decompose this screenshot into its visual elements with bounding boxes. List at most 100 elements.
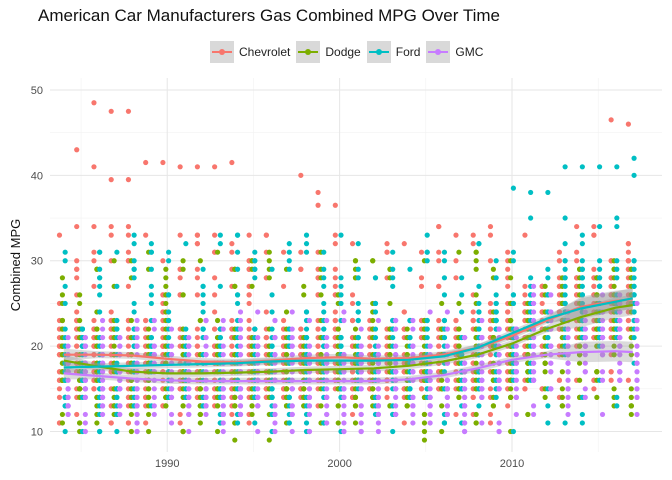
data-point bbox=[418, 275, 425, 281]
data-point bbox=[65, 334, 71, 341]
data-point bbox=[321, 309, 327, 315]
data-point bbox=[479, 420, 485, 426]
data-point bbox=[444, 377, 450, 383]
data-point bbox=[318, 292, 324, 298]
data-point bbox=[628, 352, 634, 358]
data-point bbox=[545, 420, 551, 426]
data-point bbox=[237, 352, 244, 358]
data-point bbox=[599, 369, 606, 375]
data-point bbox=[166, 334, 172, 341]
data-point bbox=[99, 411, 106, 418]
data-point bbox=[151, 352, 157, 358]
data-point bbox=[384, 386, 390, 392]
data-point bbox=[177, 232, 183, 238]
data-point bbox=[134, 403, 140, 409]
data-point bbox=[315, 202, 321, 208]
data-point bbox=[212, 275, 218, 281]
data-point bbox=[375, 420, 382, 426]
data-point bbox=[286, 241, 292, 247]
data-point bbox=[59, 317, 66, 324]
data-point bbox=[148, 300, 154, 307]
data-point bbox=[576, 360, 583, 366]
data-point bbox=[513, 360, 519, 366]
data-point bbox=[166, 309, 172, 315]
data-point bbox=[556, 309, 563, 315]
data-point bbox=[393, 360, 399, 366]
data-point bbox=[410, 352, 416, 358]
data-point bbox=[617, 292, 623, 298]
data-point bbox=[456, 343, 462, 349]
data-point bbox=[608, 377, 614, 383]
data-point bbox=[229, 343, 235, 349]
data-point bbox=[579, 241, 585, 247]
data-point bbox=[548, 343, 554, 349]
data-point bbox=[62, 283, 68, 289]
data-point bbox=[59, 420, 66, 426]
data-point bbox=[401, 420, 407, 426]
data-point bbox=[599, 377, 606, 383]
data-point bbox=[565, 343, 571, 349]
data-point bbox=[407, 334, 413, 341]
data-point bbox=[177, 164, 183, 170]
data-point bbox=[404, 403, 410, 409]
data-point bbox=[548, 292, 554, 298]
data-point bbox=[74, 411, 80, 418]
data-point bbox=[186, 386, 192, 392]
data-point bbox=[62, 326, 68, 332]
data-point bbox=[186, 403, 192, 409]
data-point bbox=[628, 394, 634, 400]
legend-label: Ford bbox=[395, 45, 421, 59]
data-point bbox=[194, 164, 200, 170]
legend-dot bbox=[305, 49, 312, 55]
data-point bbox=[562, 164, 568, 170]
data-point bbox=[272, 403, 278, 409]
data-point bbox=[151, 317, 157, 324]
data-point bbox=[545, 403, 551, 409]
data-point bbox=[114, 249, 120, 255]
data-point bbox=[335, 326, 341, 332]
data-point bbox=[266, 249, 272, 255]
data-point bbox=[565, 360, 571, 366]
data-point bbox=[631, 292, 637, 298]
data-point bbox=[375, 352, 382, 358]
data-point bbox=[143, 159, 149, 166]
data-point bbox=[99, 403, 106, 409]
data-point bbox=[74, 266, 80, 272]
data-point bbox=[289, 343, 295, 349]
data-point bbox=[453, 232, 459, 238]
data-point bbox=[358, 386, 364, 392]
data-point bbox=[220, 343, 226, 349]
data-point bbox=[473, 411, 479, 418]
data-point bbox=[160, 258, 166, 264]
data-point bbox=[324, 403, 330, 409]
data-point bbox=[82, 420, 88, 426]
data-point bbox=[306, 352, 313, 358]
data-point bbox=[390, 266, 396, 272]
data-point bbox=[56, 232, 63, 238]
data-point bbox=[582, 334, 588, 341]
data-point bbox=[214, 249, 221, 255]
x-tick-label: 2010 bbox=[500, 458, 524, 470]
data-point bbox=[237, 411, 244, 418]
legend-key bbox=[210, 41, 234, 63]
data-point bbox=[625, 377, 631, 383]
data-point bbox=[470, 317, 476, 324]
data-point bbox=[125, 223, 132, 230]
data-point bbox=[194, 343, 200, 349]
data-point bbox=[194, 232, 200, 238]
data-point bbox=[473, 360, 479, 366]
data-point bbox=[594, 292, 600, 298]
data-point bbox=[217, 241, 223, 247]
trend-line bbox=[63, 297, 633, 369]
data-point bbox=[212, 309, 218, 315]
data-point bbox=[62, 249, 68, 255]
data-point bbox=[352, 258, 359, 264]
data-point bbox=[614, 258, 620, 264]
legend-item: Chevrolet bbox=[210, 41, 290, 63]
data-point bbox=[444, 394, 450, 400]
data-point bbox=[234, 232, 241, 238]
data-point bbox=[82, 386, 88, 392]
data-point bbox=[97, 249, 103, 255]
data-point bbox=[407, 386, 413, 392]
data-point bbox=[418, 283, 425, 289]
